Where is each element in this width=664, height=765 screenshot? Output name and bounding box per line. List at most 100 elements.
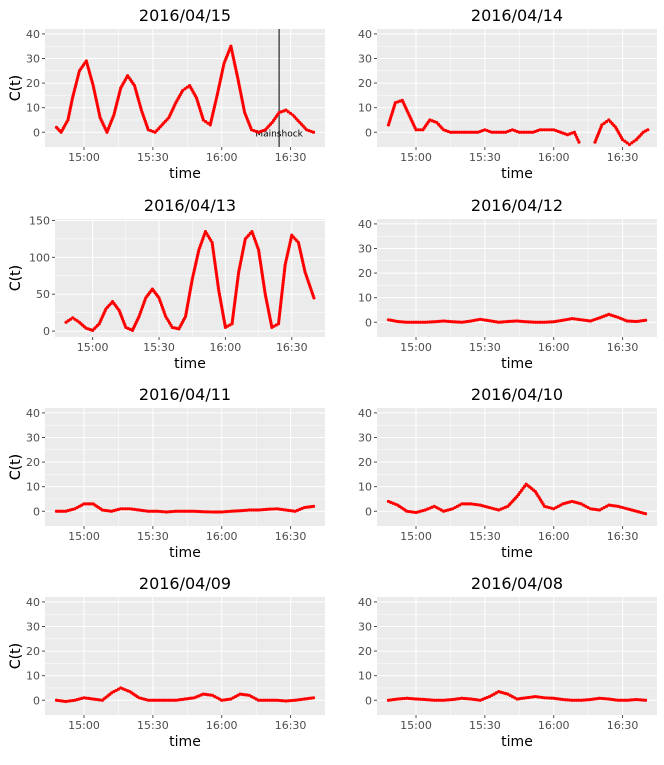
chart-panel: 0 50 100 150 15:00 15:30 16:00 16:30 2016/04/13 t…	[8, 196, 325, 372]
plot-panel	[45, 597, 325, 715]
data-point	[268, 507, 272, 511]
data-point	[462, 130, 466, 134]
data-point	[474, 130, 478, 134]
data-point	[169, 698, 173, 702]
data-point	[151, 509, 155, 513]
x-tick-label: 16:30	[275, 719, 307, 732]
data-point	[460, 696, 464, 700]
data-point	[499, 130, 503, 134]
data-point	[437, 698, 441, 702]
data-point	[171, 509, 176, 514]
data-point	[575, 135, 579, 139]
data-point	[165, 698, 169, 702]
data-point	[192, 509, 196, 513]
data-point	[89, 502, 93, 506]
x-axis-label: time	[501, 734, 533, 750]
data-point	[637, 698, 641, 702]
data-point	[247, 508, 251, 512]
y-tick-label: 40	[358, 218, 372, 231]
data-point	[471, 130, 475, 134]
y-tick-label: 0	[365, 126, 372, 139]
data-point	[312, 296, 316, 300]
data-point	[414, 697, 418, 701]
data-point	[183, 87, 187, 91]
y-tick-label: 40	[358, 407, 372, 420]
y-tick-label: 20	[358, 456, 372, 469]
x-tick-label: 16:00	[206, 151, 238, 164]
data-point	[444, 319, 448, 323]
chart-panel: 0 10 20 30 40 15:00 15:30 16:00 16:30 2016/04/14 t…	[8, 6, 657, 182]
data-point	[148, 509, 153, 513]
y-tick-label: 20	[26, 77, 40, 90]
data-point	[563, 698, 567, 702]
data-point	[545, 128, 549, 132]
data-point	[519, 319, 524, 323]
x-axis-label: time	[174, 356, 206, 372]
x-tick-label: 16:30	[275, 530, 307, 543]
data-point	[254, 508, 258, 512]
y-axis-label: C(t)	[8, 454, 24, 480]
data-point	[155, 509, 160, 513]
data-point	[441, 698, 446, 702]
data-point	[467, 130, 471, 134]
x-tick-label: 15:00	[68, 151, 100, 164]
data-point	[233, 509, 238, 513]
x-tick-label: 16:00	[206, 719, 238, 732]
y-tick-label: 0	[33, 694, 40, 707]
data-point	[215, 510, 219, 514]
data-point	[425, 320, 430, 324]
data-point	[256, 698, 261, 702]
y-tick-label: 40	[358, 28, 372, 41]
data-point	[199, 510, 203, 514]
data-point	[625, 141, 629, 145]
data-point	[545, 696, 549, 700]
x-tick-label: 16:00	[538, 719, 570, 732]
y-tick-label: 0	[33, 505, 40, 518]
data-point	[162, 698, 166, 702]
data-point	[577, 698, 581, 702]
x-tick-label: 16:00	[538, 341, 570, 354]
data-point	[549, 696, 554, 700]
data-point	[57, 509, 61, 513]
data-point	[460, 502, 464, 506]
data-point	[167, 510, 171, 514]
data-point	[259, 698, 263, 702]
chart-panel: 0 10 20 30 40 15:00 15:30 16:00 16:30 2016/04/15 t…	[8, 6, 325, 182]
data-point	[542, 696, 547, 700]
data-point	[568, 698, 572, 702]
data-point	[506, 319, 510, 324]
x-tick-label: 16:30	[607, 719, 639, 732]
data-point	[620, 698, 625, 702]
y-tick-label: 40	[26, 28, 40, 41]
chart-title: 2016/04/15	[139, 6, 231, 25]
data-point	[402, 320, 407, 324]
x-tick-label: 15:00	[68, 530, 100, 543]
data-point	[444, 698, 448, 702]
data-point	[632, 698, 636, 702]
data-point	[499, 320, 503, 324]
y-tick-label: 10	[358, 670, 372, 683]
data-point	[435, 698, 439, 702]
data-point	[414, 320, 418, 324]
data-point	[627, 319, 632, 323]
data-point	[146, 509, 150, 513]
data-point	[201, 118, 205, 122]
data-point	[227, 509, 231, 514]
data-point	[206, 121, 210, 125]
data-point	[398, 320, 402, 324]
data-point	[439, 319, 443, 323]
y-tick-label: 10	[358, 292, 372, 305]
x-axis-label: time	[169, 545, 201, 561]
data-point	[448, 319, 453, 324]
x-tick-label: 16:00	[538, 151, 570, 164]
data-point	[573, 133, 578, 137]
data-point	[208, 510, 212, 514]
data-point	[623, 698, 627, 702]
data-point	[503, 320, 508, 324]
data-point	[632, 319, 636, 323]
data-point	[515, 319, 519, 323]
data-point	[272, 507, 277, 511]
data-point	[240, 508, 244, 513]
data-point	[204, 119, 208, 124]
data-point	[526, 130, 531, 134]
